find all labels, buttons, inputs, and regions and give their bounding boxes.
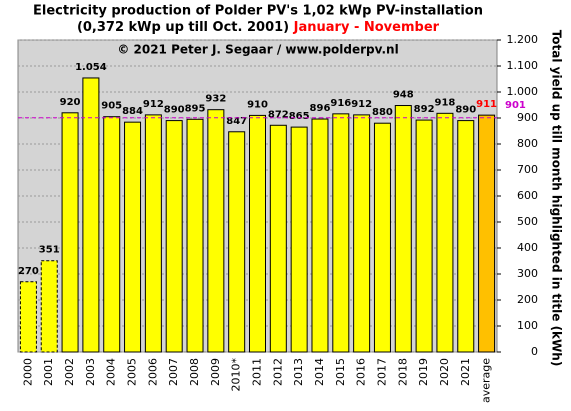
- value-label: 905: [101, 101, 122, 112]
- value-label: 948: [393, 90, 414, 101]
- value-label: 270: [18, 266, 39, 277]
- bar: [61, 112, 79, 353]
- bar: [353, 114, 371, 353]
- value-label: 351: [39, 245, 60, 256]
- x-tick-label: 2021: [459, 358, 472, 386]
- chart-subtitle: (0,372 kWp up till Oct. 2001) January - …: [77, 20, 440, 35]
- y-tick-label: 600: [517, 189, 538, 202]
- bar: [249, 114, 266, 353]
- value-label: 912: [351, 99, 372, 110]
- value-label: 911: [476, 99, 497, 110]
- x-tick-label: 2010*: [230, 358, 243, 392]
- bar: [19, 281, 37, 353]
- x-tick-label: 2004: [105, 358, 118, 386]
- value-label: 932: [205, 94, 226, 105]
- y-tick-label: 300: [517, 267, 538, 280]
- y-tick-label: 1.100: [507, 59, 539, 72]
- x-tick-label: 2019: [417, 358, 430, 386]
- x-tick-label: 2000: [21, 358, 34, 386]
- subtitle-text: (0,372 kWp up till Oct. 2001): [77, 20, 289, 35]
- x-tick-label: 2007: [167, 358, 180, 386]
- y-tick-label: 400: [517, 241, 538, 254]
- bar: [165, 120, 183, 353]
- bar: [144, 114, 162, 353]
- value-label: 1.054: [75, 62, 107, 73]
- value-label: 918: [434, 97, 455, 108]
- y-tick-label: 900: [517, 111, 538, 124]
- value-label: 896: [310, 103, 331, 114]
- x-tick-label: 2008: [188, 358, 201, 386]
- bar: [40, 260, 58, 353]
- bar: [394, 105, 412, 353]
- value-label: 884: [122, 106, 143, 117]
- value-label: 920: [60, 97, 81, 108]
- x-tick-label: 2017: [375, 358, 388, 386]
- y-tick-label: 0: [531, 345, 538, 358]
- y-tick-label: 700: [517, 163, 538, 176]
- value-label: 895: [185, 103, 206, 114]
- x-tick-label: 2002: [63, 358, 76, 386]
- value-label: 910: [247, 99, 268, 110]
- value-label: 847: [226, 116, 247, 127]
- x-tick-label: 2003: [84, 358, 97, 386]
- bar: [373, 122, 391, 353]
- bar: [228, 131, 246, 353]
- x-tick-label: 2018: [396, 358, 409, 386]
- bar: [436, 112, 454, 353]
- chart-title: Electricity production of Polder PV's 1,…: [33, 4, 483, 19]
- bar: [415, 119, 433, 353]
- bar: [290, 126, 308, 353]
- x-tick-label: 2013: [292, 358, 305, 386]
- y-tick-label: 800: [517, 137, 538, 150]
- bar: [124, 121, 142, 353]
- x-tick-label: 2011: [251, 358, 264, 386]
- bar: [207, 109, 225, 353]
- y-axis-title: Total yield up till month highlighted in…: [550, 30, 564, 367]
- y-tick-label: 1.200: [507, 33, 539, 46]
- value-label: 872: [268, 109, 289, 120]
- x-tick-label: 2014: [313, 358, 326, 386]
- x-tick-label: average: [480, 358, 493, 403]
- annotation: © 2021 Peter J. Segaar / www.polderpv.nl: [117, 43, 398, 57]
- x-tick-label: 2006: [146, 358, 159, 386]
- bar: [82, 77, 100, 353]
- value-label: 890: [455, 105, 476, 116]
- y-tick-label: 500: [517, 215, 538, 228]
- x-tick-label: 2015: [334, 358, 347, 386]
- bar: [311, 118, 329, 353]
- value-label: 890: [164, 105, 185, 116]
- reference-label: 901: [505, 100, 526, 111]
- value-label: 880: [372, 107, 393, 118]
- y-tick-label: 100: [517, 319, 538, 332]
- x-tick-label: 2001: [42, 358, 55, 386]
- y-tick-label: 1.000: [507, 85, 539, 98]
- bar: [103, 116, 121, 353]
- x-tick-label: 2020: [438, 358, 451, 386]
- x-tick-label: 2012: [271, 358, 284, 386]
- bar: [332, 113, 350, 353]
- x-tick-label: 2016: [355, 358, 368, 386]
- bar: [457, 120, 475, 353]
- value-label: 916: [330, 98, 351, 109]
- value-label: 912: [143, 99, 164, 110]
- value-label: 865: [289, 111, 310, 122]
- value-label: 892: [414, 104, 435, 115]
- x-tick-label: 2009: [209, 358, 222, 386]
- bar: [478, 114, 496, 353]
- bar: [186, 118, 204, 353]
- period: January - November: [293, 20, 440, 35]
- bar: [269, 124, 287, 353]
- y-tick-label: 200: [517, 293, 538, 306]
- x-tick-label: 2005: [126, 358, 139, 386]
